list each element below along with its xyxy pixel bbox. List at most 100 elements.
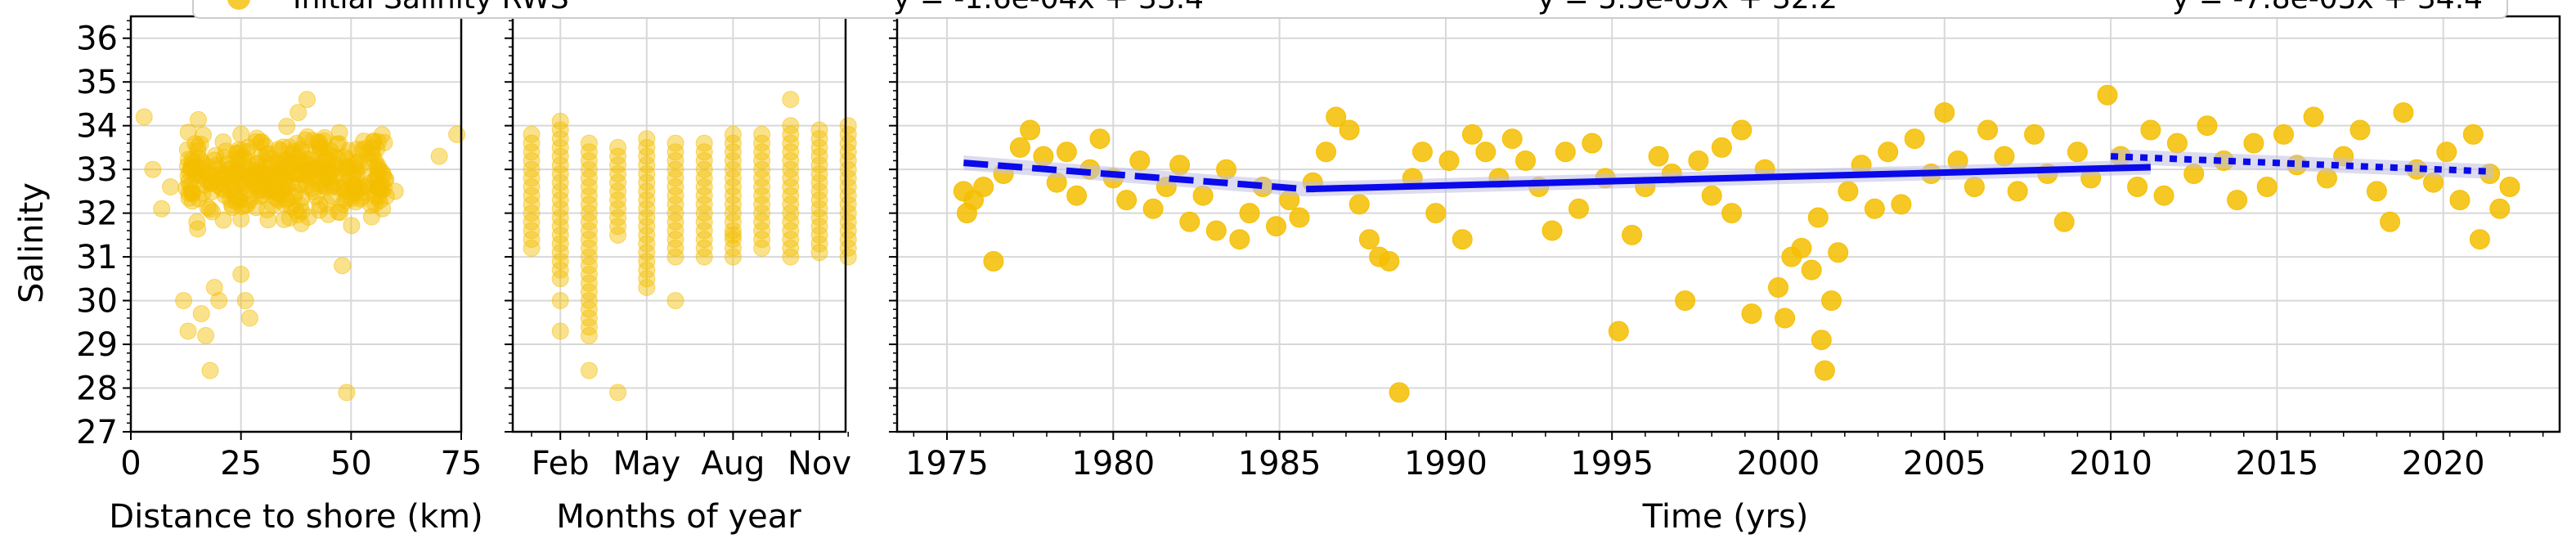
trend-line-dotted: [2110, 153, 2493, 175]
months-data-point: [523, 213, 541, 231]
time-data-point: [1675, 290, 1696, 312]
distance-data-point: [372, 175, 390, 193]
months-data-point: [810, 209, 828, 227]
months-data-point: [724, 169, 742, 187]
time-data-point: [1891, 194, 1912, 215]
distance-data-point: [365, 132, 383, 150]
months-data-point: [782, 169, 800, 187]
distance-data-point: [201, 200, 219, 218]
months-data-point: [753, 195, 771, 213]
months-data-point: [839, 134, 857, 152]
months-data-point: [695, 134, 713, 152]
y-tick-label: 28: [76, 370, 118, 408]
time-data-point: [1811, 330, 1832, 351]
months-data-point: [782, 204, 800, 222]
distance-data-point: [186, 135, 204, 153]
months-data-point: [551, 182, 569, 200]
months-data-point: [782, 143, 800, 161]
time-data-point: [1358, 229, 1380, 250]
time-data-point: [1020, 119, 1041, 141]
months-data-point: [839, 125, 857, 143]
distance-data-point: [273, 155, 291, 173]
months-data-point: [724, 213, 742, 231]
months-data-point: [666, 178, 684, 195]
months-data-point: [695, 186, 713, 204]
months-data-point: [724, 231, 742, 249]
months-data-point: [580, 292, 598, 310]
time-data-point: [2053, 211, 2075, 232]
time-data-point: [1648, 146, 1669, 167]
months-data-point: [666, 248, 684, 266]
months-data-point: [609, 200, 627, 218]
distance-x-tick-label: 50: [330, 445, 372, 482]
time-data-point: [2024, 123, 2045, 145]
months-data-point: [753, 239, 771, 257]
months-data-point: [638, 261, 656, 279]
months-data-point: [580, 326, 598, 344]
time-data-point: [2499, 177, 2520, 197]
months-data-point: [551, 165, 569, 182]
months-data-point: [638, 173, 656, 191]
time-data-point: [983, 251, 1004, 272]
months-data-point: [523, 152, 541, 169]
months-data-point: [638, 270, 656, 288]
distance-data-point: [205, 279, 223, 296]
time-data-point: [1934, 102, 1955, 123]
months-data-point: [753, 125, 771, 143]
distance-data-point: [335, 148, 353, 166]
time-axes-frame: [895, 15, 2561, 433]
distance-data-point: [311, 133, 328, 151]
distance-data-point: [369, 179, 387, 197]
months-data-point: [753, 231, 771, 249]
months-data-point: [782, 160, 800, 178]
months-data-point: [523, 134, 541, 152]
months-data-point: [810, 173, 828, 191]
months-data-point: [724, 186, 742, 204]
distance-data-point: [317, 195, 335, 213]
distance-data-point: [373, 126, 391, 144]
months-data-point: [839, 117, 857, 135]
months-data-point: [753, 186, 771, 204]
months-data-point: [724, 134, 742, 152]
time-data-point: [1828, 242, 1849, 263]
time-data-point: [2469, 229, 2490, 250]
months-data-point: [782, 186, 800, 204]
distance-data-point: [348, 141, 366, 158]
time-x-tick-label: 2005: [1903, 445, 1986, 482]
months-data-point: [695, 248, 713, 266]
time-data-point: [1801, 259, 1822, 280]
months-data-point: [638, 191, 656, 209]
distance-data-point: [261, 182, 279, 200]
time-data-point: [2436, 141, 2457, 163]
distance-data-point: [233, 141, 251, 159]
months-data-point: [580, 222, 598, 240]
time-data-point: [1838, 181, 1859, 202]
months-data-point: [724, 239, 742, 257]
time-data-point: [1129, 150, 1151, 171]
time-data-point: [1326, 106, 1347, 128]
months-data-point: [810, 147, 828, 165]
time-data-point: [1316, 141, 1336, 163]
distance-data-point: [264, 196, 282, 214]
months-data-point: [695, 178, 713, 195]
time-data-point: [1977, 119, 1999, 141]
distance-data-point: [188, 213, 206, 231]
months-data-point: [724, 195, 742, 213]
months-data-point: [551, 112, 569, 130]
months-data-point: [810, 191, 828, 209]
months-data-point: [580, 300, 598, 318]
months-data-point: [638, 209, 656, 227]
months-data-point: [609, 182, 627, 200]
distance-data-point: [186, 161, 204, 179]
time-data-point: [1379, 251, 1400, 272]
time-data-point: [1179, 211, 1200, 232]
time-data-point: [1688, 150, 1709, 171]
months-data-point: [782, 125, 800, 143]
months-data-point: [724, 160, 742, 178]
distance-data-point: [304, 182, 322, 200]
months-data-point: [695, 239, 713, 257]
months-data-point: [551, 156, 569, 174]
distance-data-point: [183, 151, 201, 169]
months-data-point: [638, 147, 656, 165]
time-data-point: [1582, 132, 1603, 154]
